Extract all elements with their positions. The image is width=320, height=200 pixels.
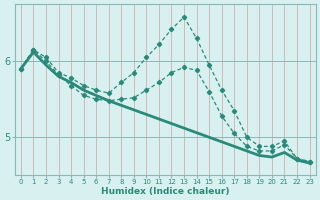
X-axis label: Humidex (Indice chaleur): Humidex (Indice chaleur) bbox=[101, 187, 229, 196]
